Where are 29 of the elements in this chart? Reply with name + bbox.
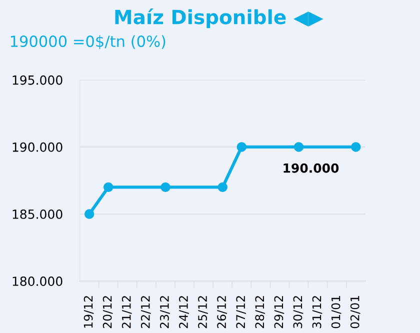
point (351, 142, 361, 152)
point (218, 182, 228, 192)
annotation: 190.000 (284, 163, 339, 173)
x-tick-label: 31/12 (312, 296, 322, 328)
point (236, 142, 246, 152)
point (84, 209, 94, 219)
chart-title: Maíz Disponible ◀▶ (115, 8, 324, 28)
chart-subtitle: 190000 =0$/tn (0%) (10, 35, 166, 50)
x-tick-label: 01/01 (331, 296, 342, 328)
x-tick-label: 27/12 (236, 296, 246, 328)
x-tick-label: 20/12 (102, 296, 113, 328)
y-tick-label: 180.000 (12, 276, 62, 286)
x-tick-label: 22/12 (140, 296, 151, 328)
x-tick-label: 21/12 (122, 296, 132, 328)
x-tick-label: 24/12 (179, 296, 189, 328)
point (104, 182, 114, 192)
x-tick-label: 02/01 (350, 296, 360, 328)
x-tick-label: 26/12 (217, 296, 227, 328)
y-tick-label: 195.000 (12, 75, 62, 85)
x-tick-label: 23/12 (160, 296, 170, 328)
y-tick-label: 185.000 (12, 209, 62, 219)
point (160, 182, 170, 192)
x-tick-label: 25/12 (198, 296, 208, 328)
x-tick-label: 29/12 (274, 296, 284, 328)
x-tick-label: 28/12 (255, 296, 266, 328)
x-tick-label: 30/12 (293, 296, 304, 328)
point (294, 142, 304, 152)
y-tick-label: 190.000 (12, 142, 62, 152)
x-tick-label: 19/12 (84, 296, 94, 328)
